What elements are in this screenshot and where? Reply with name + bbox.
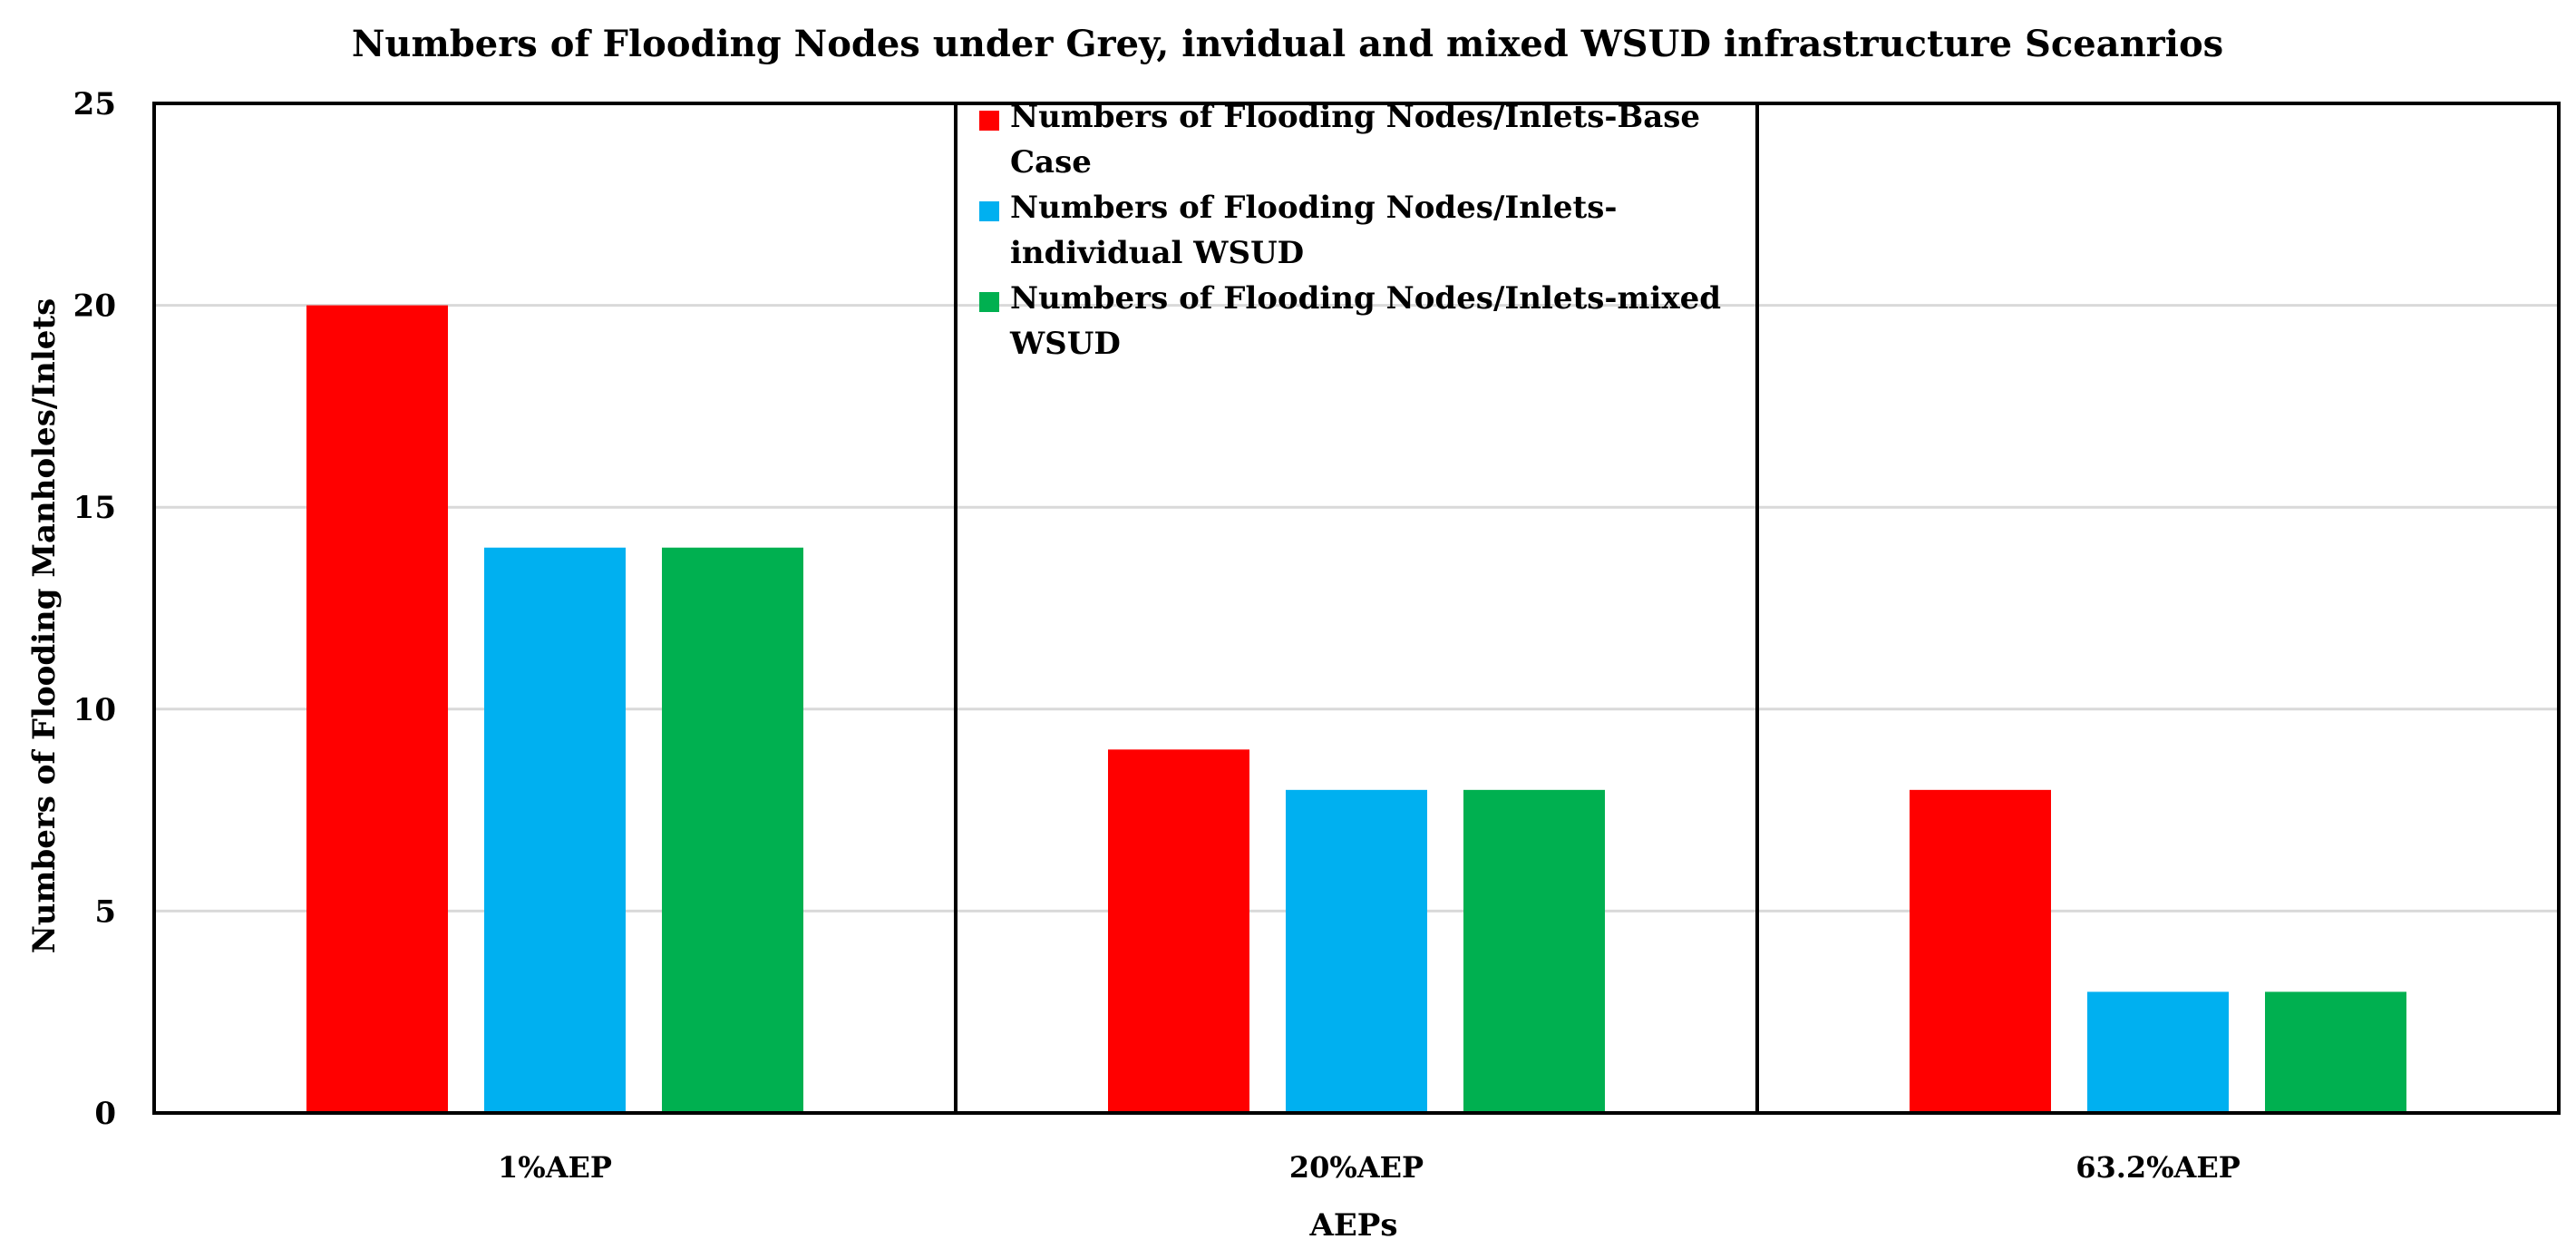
bar-2-2 [2265, 991, 2406, 1113]
legend-label-0-0: Numbers of Flooding Nodes/Inlets-Base [1010, 99, 1700, 135]
chart-title: Numbers of Flooding Nodes under Grey, in… [352, 23, 2223, 65]
legend-label-1-1: individual WSUD [1010, 235, 1304, 271]
legend: Numbers of Flooding Nodes/Inlets-Base Cas… [979, 99, 1721, 362]
category-dividers [954, 103, 1759, 1113]
bars [306, 305, 2406, 1114]
legend-label-1-0: Numbers of Flooding Nodes/Inlets- [1010, 190, 1618, 226]
bar-0-1 [484, 547, 626, 1113]
bar-1-1 [1286, 789, 1427, 1113]
legend-label-2-1: WSUD [1009, 326, 1121, 362]
plot-border [152, 102, 2561, 1115]
y-tick-labels: 0 5 10 15 20 25 [73, 86, 116, 1132]
bar-0-0 [306, 305, 448, 1114]
y-tick-label-4: 20 [73, 288, 116, 325]
y-axis-label: Numbers of Flooding Manholes/Inlets [26, 298, 63, 954]
bar-0-2 [662, 547, 803, 1113]
axes [152, 102, 2561, 1115]
x-axis-label: AEPs [1308, 1207, 1397, 1244]
y-tick-label-3: 15 [73, 490, 116, 526]
bar-2-0 [1910, 789, 2051, 1113]
legend-swatch-1 [979, 201, 999, 221]
y-tick-label-1: 5 [94, 893, 116, 930]
bar-1-2 [1463, 789, 1605, 1113]
legend-swatch-0 [979, 111, 999, 131]
x-tick-label-0: 1%AEP [498, 1150, 612, 1185]
x-tick-labels: 1%AEP 20%AEP 63.2%AEP [498, 1150, 2241, 1185]
legend-label-0-1: Case [1010, 144, 1092, 181]
legend-swatch-2 [979, 292, 999, 312]
y-tick-label-2: 10 [73, 692, 116, 728]
x-tick-label-1: 20%AEP [1289, 1150, 1424, 1185]
y-tick-label-5: 25 [73, 86, 116, 122]
legend-label-2-0: Numbers of Flooding Nodes/Inlets-mixed [1010, 280, 1721, 317]
bar-2-1 [2087, 991, 2229, 1113]
bar-1-0 [1108, 749, 1249, 1113]
x-tick-label-2: 63.2%AEP [2075, 1150, 2241, 1185]
y-tick-label-0: 0 [94, 1096, 116, 1132]
